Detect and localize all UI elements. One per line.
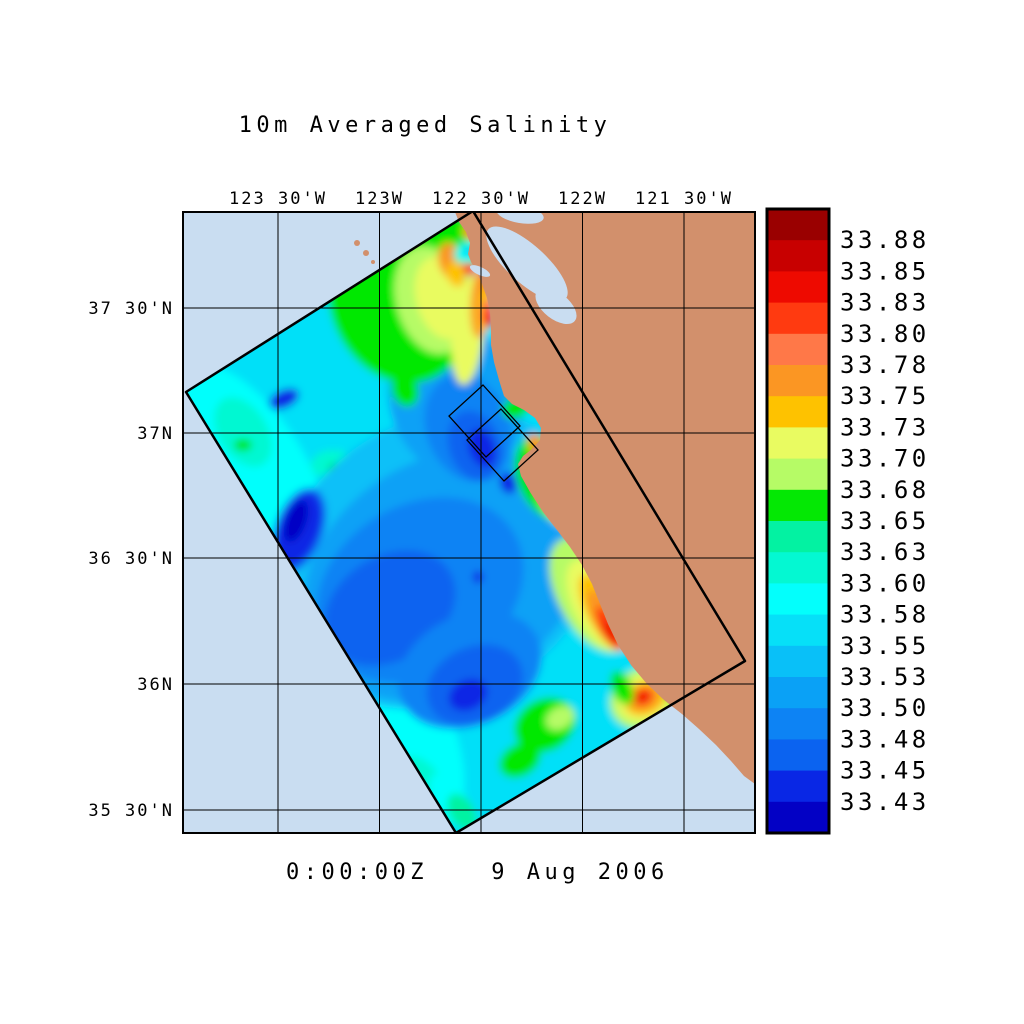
salinity-field-blob	[499, 472, 517, 494]
colorbar-band	[767, 240, 829, 272]
lat-tick-label: 37 30'N	[88, 299, 174, 319]
model-domain-outline	[184, 212, 747, 833]
lon-tick-label: 121 30'W	[635, 189, 733, 209]
colorbar-frame	[765, 207, 831, 835]
salinity-field-blob	[462, 260, 476, 276]
colorbar-tick-label: 33.58	[840, 601, 930, 629]
nested-domain-box	[466, 408, 539, 482]
colorbar-band	[767, 583, 829, 616]
figure-title: 10m Averaged Salinity	[239, 113, 612, 138]
colorbar-tick-label: 33.43	[840, 788, 930, 816]
map-frame	[182, 211, 756, 834]
lon-tick-label: 122 30'W	[432, 189, 530, 209]
san-francisco-bay	[486, 226, 568, 302]
colorbar-tick-label: 33.78	[840, 351, 930, 379]
salinity-field-blob	[545, 705, 575, 731]
lon-tick-label: 123 30'W	[229, 189, 327, 209]
colorbar-band	[767, 271, 829, 304]
salinity-field-blob	[446, 261, 466, 287]
colorbar-band	[767, 209, 829, 241]
colorbar-tick-label: 33.85	[840, 257, 930, 285]
salinity-field-blob	[448, 678, 488, 712]
lon-tick-label: 123W	[355, 189, 404, 209]
colorbar-band	[767, 458, 829, 491]
colorbar-band	[767, 427, 829, 460]
colorbar-band	[767, 708, 829, 740]
colorbar-tick-label: 33.83	[840, 289, 930, 317]
timestamp-time: 0:00:00Z	[286, 860, 428, 885]
map-area	[183, 212, 755, 833]
colorbar-tick-label: 33.63	[840, 538, 930, 566]
nested-domain-box	[448, 384, 521, 458]
california-land	[455, 212, 755, 784]
farallon-island	[363, 250, 369, 256]
salinity-field-blob	[447, 793, 477, 831]
farallon-island	[354, 240, 360, 246]
colorbar-band	[767, 521, 829, 553]
colorbar-tick-label: 33.48	[840, 725, 930, 753]
colorbar-tick-label: 33.55	[840, 632, 930, 660]
salinity-field-blob	[637, 691, 649, 703]
colorbar-band	[767, 552, 829, 584]
colorbar-tick-label: 33.80	[840, 320, 930, 348]
colorbar-tick-label: 33.65	[840, 507, 930, 535]
colorbar-tick-label: 33.45	[840, 757, 930, 785]
colorbar-tick-label: 33.75	[840, 382, 930, 410]
colorbar-band	[767, 770, 829, 803]
colorbar-band	[767, 365, 829, 397]
colorbar-band	[767, 677, 829, 709]
salinity-field-blob	[214, 397, 272, 467]
lat-tick-label: 37N	[137, 424, 174, 444]
colorbar-band	[767, 302, 829, 335]
lat-tick-label: 36N	[137, 675, 174, 695]
san-francisco-bay	[535, 288, 577, 324]
salinity-field-blob	[610, 671, 634, 705]
lat-tick-label: 36 30'N	[88, 549, 174, 569]
colorbar-band	[767, 489, 829, 522]
colorbar-band	[767, 645, 829, 678]
colorbar-tick-label: 33.68	[840, 476, 930, 504]
san-francisco-bay	[496, 212, 544, 224]
salinity-field-blob	[283, 500, 309, 542]
farallon-island	[371, 260, 375, 264]
colorbar: 33.88 33.85 33.83 33.80 33.78 33.75 33.73 33.70…	[765, 207, 930, 835]
colorbar-band	[767, 739, 829, 772]
lon-tick-label: 122W	[558, 189, 607, 209]
san-francisco-bay	[469, 265, 491, 277]
colorbar-band	[767, 396, 829, 428]
axis-tick-labels: 123 30'W 123W 122 30'W 122W 121 30'W 37 30'N 3…	[88, 189, 733, 821]
salinity-field-blob	[603, 621, 619, 647]
colorbar-band	[767, 801, 829, 834]
salinity-field-blob	[467, 428, 497, 468]
salinity-field-blob	[499, 742, 541, 778]
timestamp-date: 9 Aug 2006	[491, 860, 668, 885]
colorbar-tick-label: 33.73	[840, 413, 930, 441]
lat-tick-label: 35 30'N	[88, 801, 174, 821]
colorbar-tick-label: 33.53	[840, 663, 930, 691]
salinity-field-blob	[269, 388, 299, 410]
colorbar-tick-label: 33.60	[840, 569, 930, 597]
colorbar-band	[767, 614, 829, 647]
map-decorations	[182, 211, 756, 834]
colorbar-tick-label: 33.88	[840, 226, 930, 254]
colorbar-tick-label: 33.50	[840, 694, 930, 722]
salinity-field-blob	[234, 439, 252, 451]
colorbar-band	[767, 333, 829, 366]
colorbar-tick-label: 33.70	[840, 445, 930, 473]
